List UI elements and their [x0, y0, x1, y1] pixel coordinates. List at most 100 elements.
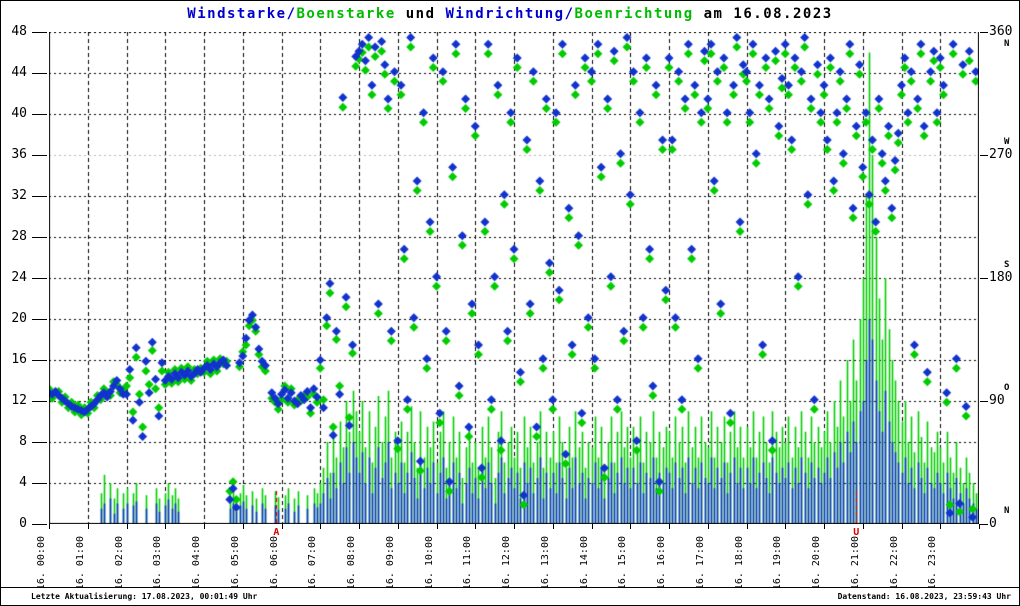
x-axis-tick: [630, 524, 632, 529]
x-axis-label: 16. 23:00: [927, 529, 941, 591]
x-axis-tick: [552, 524, 554, 529]
x-axis-label-text: 16. 14:00: [578, 536, 590, 591]
y-axis-left-label: 36: [11, 147, 27, 162]
x-axis-tick: [669, 524, 670, 529]
x-axis-tick: [320, 524, 322, 529]
y-axis-left-tick: [32, 155, 47, 156]
y-axis-right-label: 90: [989, 393, 1005, 408]
x-axis-tick: [165, 524, 167, 529]
y-axis-left-tick: [32, 442, 47, 443]
x-axis-tick: [901, 524, 903, 529]
x-axis-label-text: 16. 04:00: [191, 536, 202, 591]
x-axis-label: 16. 07:00: [307, 529, 321, 591]
x-axis-tick: [87, 524, 89, 529]
y-axis-left-label: 12: [11, 393, 27, 408]
x-axis-tick: [940, 524, 942, 529]
x-axis-label-text: 16. 20:00: [811, 536, 822, 591]
y-axis-left-label: 32: [11, 188, 27, 203]
x-axis-label-text: 16. 01:00: [74, 536, 86, 591]
compass-letter: N: [1004, 506, 1010, 516]
x-axis-label: 16. 08:00: [346, 529, 360, 591]
y-axis-left-tick: [32, 237, 47, 238]
chart-title-segment: Windrichtung/: [445, 6, 575, 22]
x-axis-label-text: 16. 06:00: [268, 536, 280, 591]
x-axis-label: 16. 11:00: [462, 529, 476, 591]
x-axis-tick: [862, 524, 864, 529]
y-axis-left-label: 16: [11, 352, 27, 367]
x-axis-tick: [49, 524, 50, 529]
x-axis-tick: [746, 524, 748, 529]
x-axis-label-text: 16. 17:00: [694, 536, 706, 591]
y-axis-left-tick: [32, 483, 47, 484]
x-axis-label: 16. 09:00: [385, 529, 399, 591]
last-update-text: Letzte Aktualisierung: 17.08.2023, 00:01…: [31, 592, 258, 601]
compass-letter: S: [1004, 260, 1010, 270]
data-timestamp-text: Datenstand: 16.08.2023, 23:59:43 Uhr: [837, 592, 1011, 601]
sun-marker-label: A: [273, 527, 280, 538]
y-axis-right-tick: [980, 155, 988, 156]
x-axis-label-text: 16. 02:00: [113, 536, 125, 591]
chart-title: Windstarke/Boenstarke und Windrichtung/B…: [1, 6, 1019, 22]
y-axis-right-tick: [980, 401, 988, 402]
compass-letter: W: [1004, 137, 1010, 147]
y-axis-left-label: 28: [11, 229, 27, 244]
chart-title-segment: Boenrichtung: [574, 6, 694, 22]
x-axis-label-text: 16. 03:00: [152, 536, 164, 591]
x-axis-label: 16. 22:00: [889, 529, 903, 591]
x-axis-label: 16. 05:00: [230, 529, 244, 591]
x-axis-label-text: 16. 16:00: [656, 536, 667, 591]
x-axis-tick: [475, 524, 477, 529]
x-axis-label-text: 16. 09:00: [384, 536, 396, 591]
chart-canvas: [49, 32, 979, 524]
x-axis-label: 16. 04:00: [191, 529, 205, 591]
y-axis-left-tick: [32, 114, 47, 115]
x-axis-label: 16. 02:00: [114, 529, 128, 591]
x-axis-tick: [785, 524, 787, 529]
x-axis-label-text: 16. 12:00: [501, 536, 512, 591]
x-axis-label-text: 16. 15:00: [617, 536, 629, 591]
x-axis-tick: [514, 524, 515, 529]
x-axis-label: 16. 03:00: [152, 529, 166, 591]
x-axis-label: 16. 19:00: [772, 529, 786, 591]
chart-title-segment: am 16.08.2023: [693, 6, 833, 22]
x-axis-label: 16. 14:00: [579, 529, 593, 591]
x-axis-label: 16. 01:00: [75, 529, 89, 591]
x-axis-label-text: 16. 11:00: [462, 536, 474, 591]
y-axis-left-label: 8: [19, 434, 27, 449]
x-axis-label-text: 16. 00:00: [36, 536, 47, 591]
x-axis-tick: [281, 524, 283, 529]
y-axis-left-tick: [32, 360, 47, 361]
y-axis-right-label: 180: [989, 270, 1013, 285]
x-axis-label-text: 16. 23:00: [927, 536, 939, 591]
x-axis-label: 16. 06:00: [269, 529, 283, 591]
x-axis-label: 16. 13:00: [540, 529, 554, 591]
y-axis-left-label: 0: [19, 516, 27, 531]
y-axis-left-label: 20: [11, 311, 27, 326]
y-axis-left-label: 4: [19, 475, 27, 490]
x-axis-label: 16. 15:00: [617, 529, 631, 591]
compass-letter: O: [1004, 383, 1010, 393]
x-axis-label-text: 16. 08:00: [346, 536, 357, 591]
x-axis-tick: [204, 524, 205, 529]
y-axis-left-tick: [32, 73, 47, 74]
x-axis-tick: [242, 524, 244, 529]
chart-title-segment: und: [395, 6, 446, 22]
y-axis-left-label: 24: [11, 270, 27, 285]
y-axis-left-label: 44: [11, 65, 27, 80]
y-axis-right-label: 360: [989, 24, 1013, 39]
x-axis-label-text: 16. 05:00: [229, 536, 241, 591]
x-axis-tick: [591, 524, 593, 529]
x-axis-label: 16. 16:00: [656, 529, 670, 591]
status-bar: Letzte Aktualisierung: 17.08.2023, 00:01…: [1, 587, 1019, 605]
y-axis-left-tick: [32, 524, 47, 525]
chart-title-segment: Boenstarke: [296, 6, 396, 22]
x-axis-label-text: 16. 10:00: [423, 536, 435, 591]
x-axis-tick: [436, 524, 438, 529]
compass-letter: N: [1004, 39, 1010, 49]
x-axis-tick: [126, 524, 128, 529]
x-axis-tick: [979, 524, 980, 529]
x-axis-tick: [824, 524, 825, 529]
x-axis-label: 16. 20:00: [811, 529, 825, 591]
x-axis-label-text: 16. 18:00: [733, 536, 745, 591]
